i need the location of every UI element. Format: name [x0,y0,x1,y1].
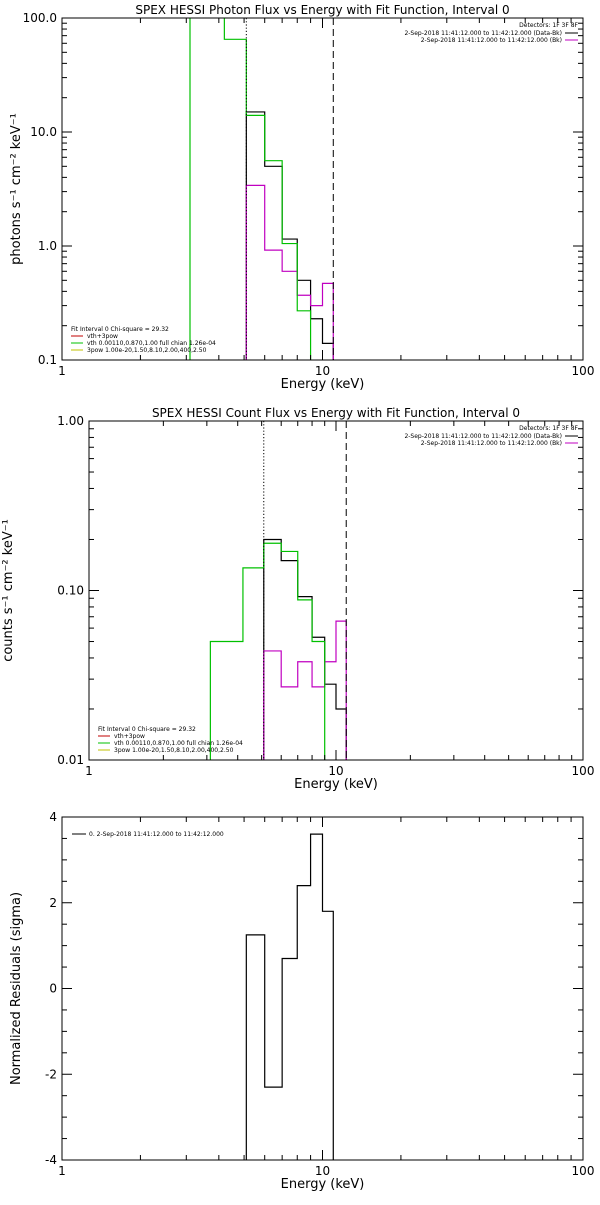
y-axis-ticks [62,22,583,361]
y-axis-ticks [89,428,583,761]
y-tick-label: 100.0 [23,11,57,25]
y-tick-label: 0 [49,982,57,996]
legend-entry: vth+3pow [114,733,145,740]
series-fit-line [189,18,312,360]
x-tick-label: 1 [85,764,93,778]
y-axis-label: Normalized Residuals (sigma) [9,892,24,1085]
x-tick-label: 100 [572,764,595,778]
legend-entry: 2-Sep-2018 11:41:12.000 to 11:42:12.000 … [404,433,562,440]
y-tick-label: 2 [49,896,57,910]
legend-detectors: Detectors: 1F 3F 8F [519,22,578,29]
legend-entry: 0. 2-Sep-2018 11:41:12.000 to 11:42:12.0… [89,831,224,838]
legend-fit-header: Fit Interval 0 Chi-square = 29.32 [71,326,169,333]
x-tick-label: 100 [572,1164,595,1178]
chart-title: SPEX HESSI Photon Flux vs Energy with Fi… [135,3,509,17]
x-axis-ticks [88,421,573,760]
series-group [209,538,347,760]
legend-detectors: Detectors: 1F 3F 8F [519,425,578,432]
y-tick-label: 0.1 [38,353,57,367]
x-axis-label: Energy (keV) [281,377,365,392]
legend-entry: vth 0.00110,0.870,1.00 full chian 1.26e-… [87,340,216,347]
y-axis-label: photons s⁻¹ cm⁻² keV⁻¹ [9,113,24,265]
series-group [189,18,334,360]
series-group [245,833,334,1160]
legend-entry: 2-Sep-2018 11:41:12.000 to 11:42:12.000 … [404,30,562,37]
legend-entry: 2-Sep-2018 11:41:12.000 to 11:42:12.000 … [421,440,562,447]
x-tick-label: 10 [315,364,330,378]
series-fit-line [209,542,326,760]
y-tick-label: -4 [45,1153,57,1167]
y-tick-label: 1.0 [38,239,57,253]
x-tick-label: 1 [58,364,66,378]
x-tick-label: 10 [315,1164,330,1178]
legend-fit-header: Fit Interval 0 Chi-square = 29.32 [98,726,196,733]
series-bk-line [263,620,347,760]
y-tick-label: 4 [49,810,57,824]
y-axis-label: counts s⁻¹ cm⁻² keV⁻¹ [1,519,16,662]
y-tick-label: 0.01 [57,753,84,767]
series-residuals-line [245,833,334,1160]
chart-3: 1 10 100 Energy (keV) -4 -2 0 2 4 Normalized Resi… [9,810,595,1192]
y-tick-label: -2 [45,1067,57,1081]
chart-title: SPEX HESSI Count Flux vs Energy with Fit… [152,406,520,420]
x-tick-label: 10 [328,764,343,778]
y-axis-ticks [62,816,583,1161]
legend-entry: 2-Sep-2018 11:41:12.000 to 11:42:12.000 … [421,37,562,44]
y-tick-label: 1.00 [57,414,84,428]
legend-entry: vth+3pow [87,333,118,340]
legend-entry: vth 0.00110,0.870,1.00 full chian 1.26e-… [114,740,243,747]
x-axis-ticks [61,817,572,1160]
x-tick-label: 1 [58,1164,66,1178]
chart-2: SPEX HESSI Count Flux vs Energy with Fit… [1,406,595,792]
x-tick-label: 100 [572,364,595,378]
legend-entry: 3pow 1.00e-20,1.50,8.10,2.00,400,2.50 [114,747,234,754]
y-tick-label: 0.10 [57,584,84,598]
y-tick-label: 10.0 [30,125,57,139]
x-axis-label: Energy (keV) [294,777,378,792]
chart-1: SPEX HESSI Photon Flux vs Energy with Fi… [9,3,595,392]
legend-entry: 3pow 1.00e-20,1.50,8.10,2.00,400,2.50 [87,347,207,354]
x-axis-label: Energy (keV) [281,1177,365,1192]
